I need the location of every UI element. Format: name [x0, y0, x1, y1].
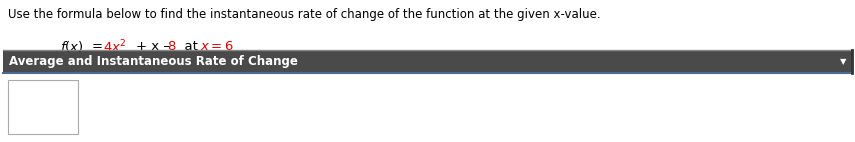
Polygon shape: [3, 50, 852, 73]
Text: ▼: ▼: [840, 57, 846, 66]
Text: =: =: [92, 40, 103, 54]
Polygon shape: [8, 80, 78, 134]
Text: 8: 8: [167, 40, 175, 54]
Text: Use the formula below to find the instantaneous rate of change of the function a: Use the formula below to find the instan…: [8, 8, 600, 21]
Text: Average and Instantaneous Rate of Change: Average and Instantaneous Rate of Change: [9, 55, 298, 68]
Text: $x = 6$: $x = 6$: [200, 40, 234, 54]
Text: at: at: [176, 40, 206, 54]
Text: $f(x)$: $f(x)$: [60, 39, 84, 55]
Text: $4x^2$: $4x^2$: [103, 39, 127, 55]
Text: + x –: + x –: [136, 40, 170, 54]
